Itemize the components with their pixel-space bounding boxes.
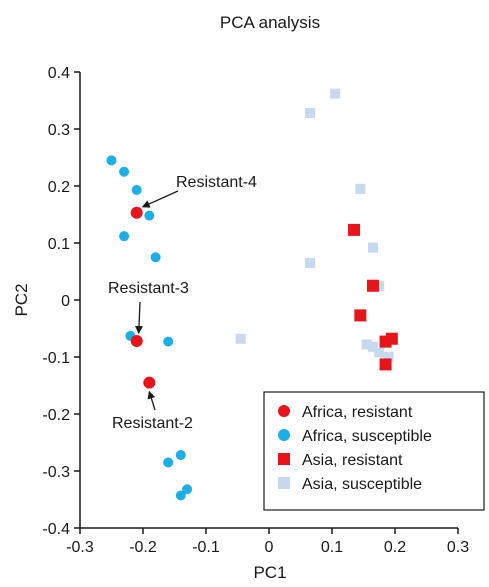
data-point [182,484,193,495]
data-point [119,166,130,177]
data-point [106,155,117,166]
data-point [304,257,315,268]
x-tick-label: 0 [265,539,274,556]
y-tick-label: 0 [61,293,70,310]
legend-marker [278,429,290,441]
y-tick-label: -0.3 [42,464,70,481]
series-1 [106,155,193,501]
data-point [235,333,246,344]
data-point [348,223,361,236]
x-axis-title: PC1 [253,563,286,582]
data-point [361,339,372,350]
y-tick-label: 0.1 [48,236,70,253]
data-point [304,108,315,119]
data-points [106,88,398,501]
y-tick-label: -0.2 [42,407,70,424]
data-point [374,280,385,291]
legend: Africa, resistant Africa, susceptible Asia… [263,391,485,511]
data-point [385,332,398,345]
x-tick-label: 0.2 [384,539,406,556]
y-tick-label: 0.3 [48,122,70,139]
series-2 [348,223,398,371]
annotation-arrow [147,390,156,411]
data-point [367,341,378,352]
data-point [143,376,156,389]
data-point [383,352,394,362]
data-point [374,347,385,358]
x-tick-label: -0.2 [129,539,157,556]
series-3 [235,88,394,362]
x-tick-label: 0.1 [321,539,343,556]
y-axis-title: PC2 [12,283,31,316]
annotation-label: Resistant-2 [112,415,193,432]
data-point [131,184,142,195]
legend-label: Asia, resistant [302,452,403,469]
data-point [355,183,366,194]
legend-label: Asia, susceptible [302,476,422,493]
chart-title: PCA analysis [220,13,320,32]
annotation-label: Resistant-4 [176,174,257,191]
data-point [175,450,186,461]
legend-box [263,391,485,511]
data-point [144,210,155,221]
data-point [150,252,161,263]
y-tick-label: 0.2 [48,179,70,196]
y-tick-label: -0.1 [42,350,70,367]
data-point [354,309,367,322]
y-tick-label: -0.4 [42,521,70,538]
annotations: Resistant-4 Resistant-3 Resistant-2 [108,174,257,432]
data-point [379,358,392,371]
axes: -0.3 -0.2 -0.1 0 0.1 0.2 0.3 0.4 0.3 0.2 0.1 0 -0.1 -… [42,65,469,556]
legend-label: Africa, resistant [302,404,413,421]
data-point [130,206,143,219]
x-tick-label: -0.3 [66,539,94,556]
legend-marker [278,405,290,417]
x-tick-label: 0.3 [447,539,469,556]
data-point [119,231,130,242]
annotation-label: Resistant-3 [108,280,189,297]
annotation-arrow [134,301,143,335]
data-point [130,335,143,348]
data-point [175,490,186,501]
y-tick-label: 0.4 [48,65,70,82]
legend-marker [278,453,290,465]
data-point [366,279,379,292]
data-point [367,242,378,253]
series-0 [130,206,156,389]
data-point [330,88,341,99]
data-point [163,457,174,468]
data-point [163,336,174,347]
legend-label: Africa, susceptible [302,428,432,445]
x-tick-label: -0.1 [192,539,220,556]
annotation-arrow [141,190,179,208]
legend-marker [278,477,290,489]
